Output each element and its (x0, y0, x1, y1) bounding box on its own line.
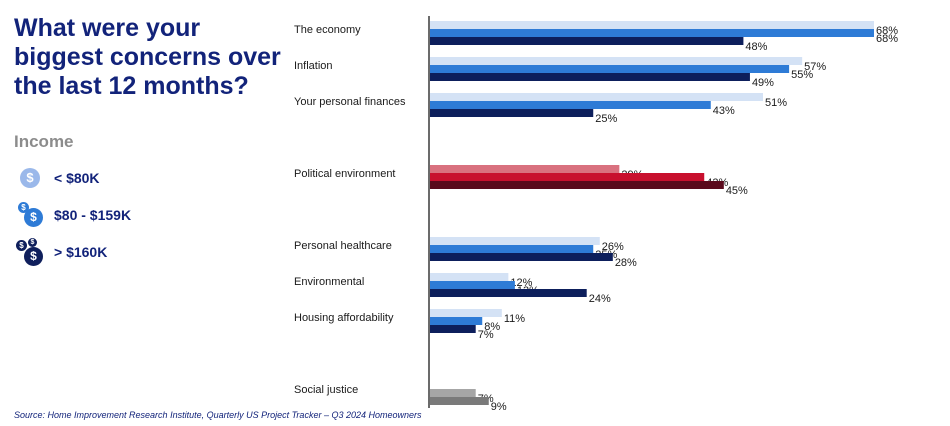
bar-political-environment-series-2 (430, 181, 724, 189)
triple-dollar-coin-icon: $ $ $ (14, 237, 46, 267)
bar-environmental-series-2 (430, 289, 587, 297)
bar-housing-affordability-series-2 (430, 325, 476, 333)
bar-personal-healthcare-series-1 (430, 245, 594, 253)
value-label-personal-healthcare-series-2: 28% (615, 257, 637, 269)
bar-environmental-series-1 (430, 281, 515, 289)
value-label-housing-affordability-series-1: 8% (484, 321, 500, 333)
bar-inflation-series-1 (430, 65, 790, 73)
value-label-housing-affordability-series-0: 11% (504, 313, 525, 325)
legend-label-mid-income: $80 - $159K (54, 207, 132, 223)
bar-the-economy-series-0 (430, 21, 874, 29)
double-dollar-coin-icon: $ $ (14, 200, 46, 230)
bar-the-economy-series-2 (430, 37, 744, 45)
legend-label-low-income: < $80K (54, 170, 100, 186)
chart-title: What were your biggest concerns over the… (14, 14, 281, 100)
value-label-environmental-series-2: 24% (589, 293, 611, 305)
bar-your-personal-finances-series-0 (430, 93, 763, 101)
value-label-your-personal-finances-series-1: 43% (713, 105, 735, 117)
bar-political-environment-series-0 (430, 165, 620, 173)
bar-social-justice-series-1 (430, 389, 476, 397)
legend-heading: Income (14, 132, 74, 151)
value-label-political-environment-series-2: 45% (726, 185, 748, 197)
bar-personal-healthcare-series-2 (430, 253, 613, 261)
value-label-your-personal-finances-series-0: 51% (765, 97, 787, 109)
value-label-your-personal-finances-series-2: 25% (595, 113, 617, 125)
value-label-inflation-series-2: 49% (752, 77, 774, 89)
bar-inflation-series-2 (430, 73, 750, 81)
value-label-inflation-series-0: 57% (804, 61, 826, 73)
single-dollar-coin-icon: $ (14, 163, 46, 193)
bar-housing-affordability-series-0 (430, 309, 502, 317)
bar-group: The economy 68%68% 48% Inflation 57%55% 49% Yo… (294, 21, 898, 413)
bar-inflation-series-0 (430, 57, 803, 65)
legend-label-high-income: > $160K (54, 244, 108, 260)
category-label-personal-healthcare: Personal healthcare (294, 240, 392, 252)
category-label-inflation: Inflation (294, 60, 333, 72)
value-label-inflation-series-1: 55% (791, 69, 813, 81)
category-label-social-justice: Social justice (294, 384, 358, 396)
bar-the-economy-series-1 (430, 29, 874, 37)
value-label-social-justice-series-2: 9% (491, 401, 507, 413)
bar-environmental-series-0 (430, 273, 509, 281)
bar-your-personal-finances-series-2 (430, 109, 594, 117)
value-label-housing-affordability-series-2: 7% (478, 329, 494, 341)
value-label-the-economy-series-2: 48% (745, 41, 767, 53)
bar-personal-healthcare-series-0 (430, 237, 600, 245)
category-label-housing-affordability: Housing affordability (294, 312, 394, 324)
value-label-environmental-series-0: 12% (510, 277, 532, 289)
source-note: Source: Home Improvement Research Instit… (14, 410, 422, 420)
bar-your-personal-finances-series-1 (430, 101, 711, 109)
bar-housing-affordability-series-1 (430, 317, 483, 325)
legend-item-high-income: $ $ $ > $160K (14, 237, 107, 267)
bar-political-environment-series-1 (430, 173, 705, 181)
value-label-the-economy-series-0: 68% (876, 25, 898, 37)
bar-social-justice-series-2 (430, 397, 489, 405)
legend-item-mid-income: $ $ $80 - $159K (14, 200, 131, 230)
value-label-the-economy-series-1: 68% (876, 33, 898, 45)
category-label-political-environment: Political environment (294, 168, 396, 180)
legend-item-low-income: $ < $80K (14, 163, 100, 193)
category-label-environmental: Environmental (294, 276, 364, 288)
category-label-your-personal-finances: Your personal finances (294, 96, 406, 108)
category-label-the-economy: The economy (294, 24, 361, 36)
value-label-personal-healthcare-series-0: 26% (602, 241, 624, 253)
